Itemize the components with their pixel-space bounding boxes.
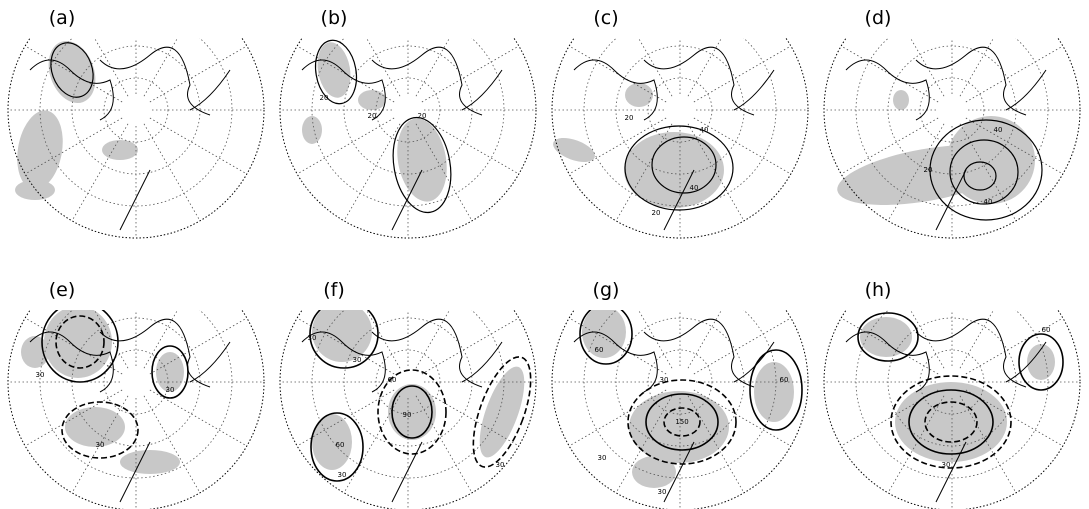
shaded-area xyxy=(625,83,653,107)
contour-label: 60 xyxy=(1042,326,1051,334)
meridian xyxy=(416,396,472,493)
map: 20 20 20 xyxy=(280,0,536,238)
map-panel: 40 20 40 (d) xyxy=(824,0,1080,238)
shaded-area xyxy=(629,391,729,463)
contour-label: 90 xyxy=(403,411,412,419)
meridian xyxy=(150,390,247,446)
map xyxy=(8,0,264,238)
map-panel: 60 30 150 60 30 30 (g) xyxy=(552,254,808,509)
map: 60 30 xyxy=(824,254,1080,509)
shaded-area xyxy=(21,336,49,368)
map-panel: 20 20 20 (b) xyxy=(280,0,536,238)
meridian xyxy=(694,46,791,102)
contour-label: 30 xyxy=(496,461,505,469)
panel-label: (h) xyxy=(865,279,892,301)
meridian xyxy=(966,46,1063,102)
meridian xyxy=(416,271,472,368)
latitude-circle xyxy=(920,78,984,142)
contour-label: 30 xyxy=(96,441,105,449)
shaded-area xyxy=(388,384,436,440)
meridian xyxy=(344,124,400,221)
contour-label: 30 xyxy=(658,488,667,496)
meridian xyxy=(144,124,200,221)
contour-label: 60 xyxy=(780,376,789,384)
figure: (a) 20 20 20 (b) 20 40 40 20 (c) 40 20 40 (d) 30 30 30 (e… xyxy=(0,0,1089,509)
panel-label: (c) xyxy=(593,7,618,29)
contour-label: 20 xyxy=(924,166,933,174)
shaded-area xyxy=(312,414,352,470)
panel-label: (e) xyxy=(49,279,76,301)
meridian xyxy=(150,118,247,174)
contour-label: 30 xyxy=(598,454,607,462)
contour-label: 40 xyxy=(700,126,709,134)
shaded-area xyxy=(102,140,138,160)
shaded-area xyxy=(120,450,180,474)
map: 60 30 150 60 30 30 xyxy=(552,254,808,509)
contour-label: 30 xyxy=(36,371,45,379)
contour-label: 30 xyxy=(942,461,951,469)
contour-label: 30 xyxy=(660,376,669,384)
meridian xyxy=(422,318,519,374)
meridian xyxy=(616,271,672,368)
shaded-area xyxy=(754,362,794,422)
shaded-area xyxy=(632,456,676,488)
meridian xyxy=(150,318,247,374)
shaded-area xyxy=(582,306,626,358)
meridian xyxy=(422,46,519,102)
panel-label: (b) xyxy=(321,7,348,29)
map-panel: 30 30 60 90 60 30 30 (f) xyxy=(280,254,543,509)
shaded-area xyxy=(11,107,68,193)
map: 30 30 30 xyxy=(8,254,264,509)
map: 40 20 40 xyxy=(824,0,1080,238)
shaded-area xyxy=(895,382,1007,462)
map: 30 30 60 90 60 30 30 xyxy=(280,254,543,509)
panel-label: (a) xyxy=(49,7,75,29)
contour-label: 40 xyxy=(994,126,1003,134)
shaded-area xyxy=(358,90,386,110)
meridian xyxy=(688,271,744,368)
map-panel: 30 30 30 (e) xyxy=(8,254,264,509)
panel-label: (g) xyxy=(593,279,620,301)
meridian xyxy=(72,124,128,221)
latitude-circle xyxy=(104,78,168,142)
contour-label: 20 xyxy=(652,209,661,217)
contour-label: 40 xyxy=(690,184,699,192)
contour-label: 20 xyxy=(418,112,427,120)
shaded-area xyxy=(550,133,598,167)
contour-label: 40 xyxy=(984,198,993,206)
panel-label: (f) xyxy=(323,279,345,301)
meridian xyxy=(960,271,1016,368)
contour-label: 30 xyxy=(166,386,175,394)
meridian xyxy=(144,396,200,493)
shaded-area xyxy=(860,317,912,357)
shaded-area xyxy=(893,90,909,110)
shaded-area xyxy=(471,361,534,462)
contour-label: 60 xyxy=(595,346,604,354)
contour-label: 20 xyxy=(320,94,329,102)
shaded-area xyxy=(947,116,1035,204)
contour-label: 30 xyxy=(338,471,347,479)
contour-label: 30 xyxy=(308,334,317,342)
contour-label: 30 xyxy=(353,356,362,364)
contour-label: 60 xyxy=(336,441,345,449)
map-panel: 20 40 40 20 (c) xyxy=(550,0,808,238)
shaded-area xyxy=(302,116,322,144)
map-panel: (a) xyxy=(8,0,264,238)
contour-label: 60 xyxy=(388,376,397,384)
contour-label: 20 xyxy=(625,114,634,122)
panel-label: (d) xyxy=(865,7,892,29)
shaded-area xyxy=(15,180,55,200)
meridian xyxy=(150,46,247,102)
map-panel: 60 30 (h) xyxy=(824,254,1080,509)
contour-label: 150 xyxy=(675,418,688,426)
contour-label: 20 xyxy=(368,112,377,120)
map: 20 40 40 20 xyxy=(550,0,808,238)
